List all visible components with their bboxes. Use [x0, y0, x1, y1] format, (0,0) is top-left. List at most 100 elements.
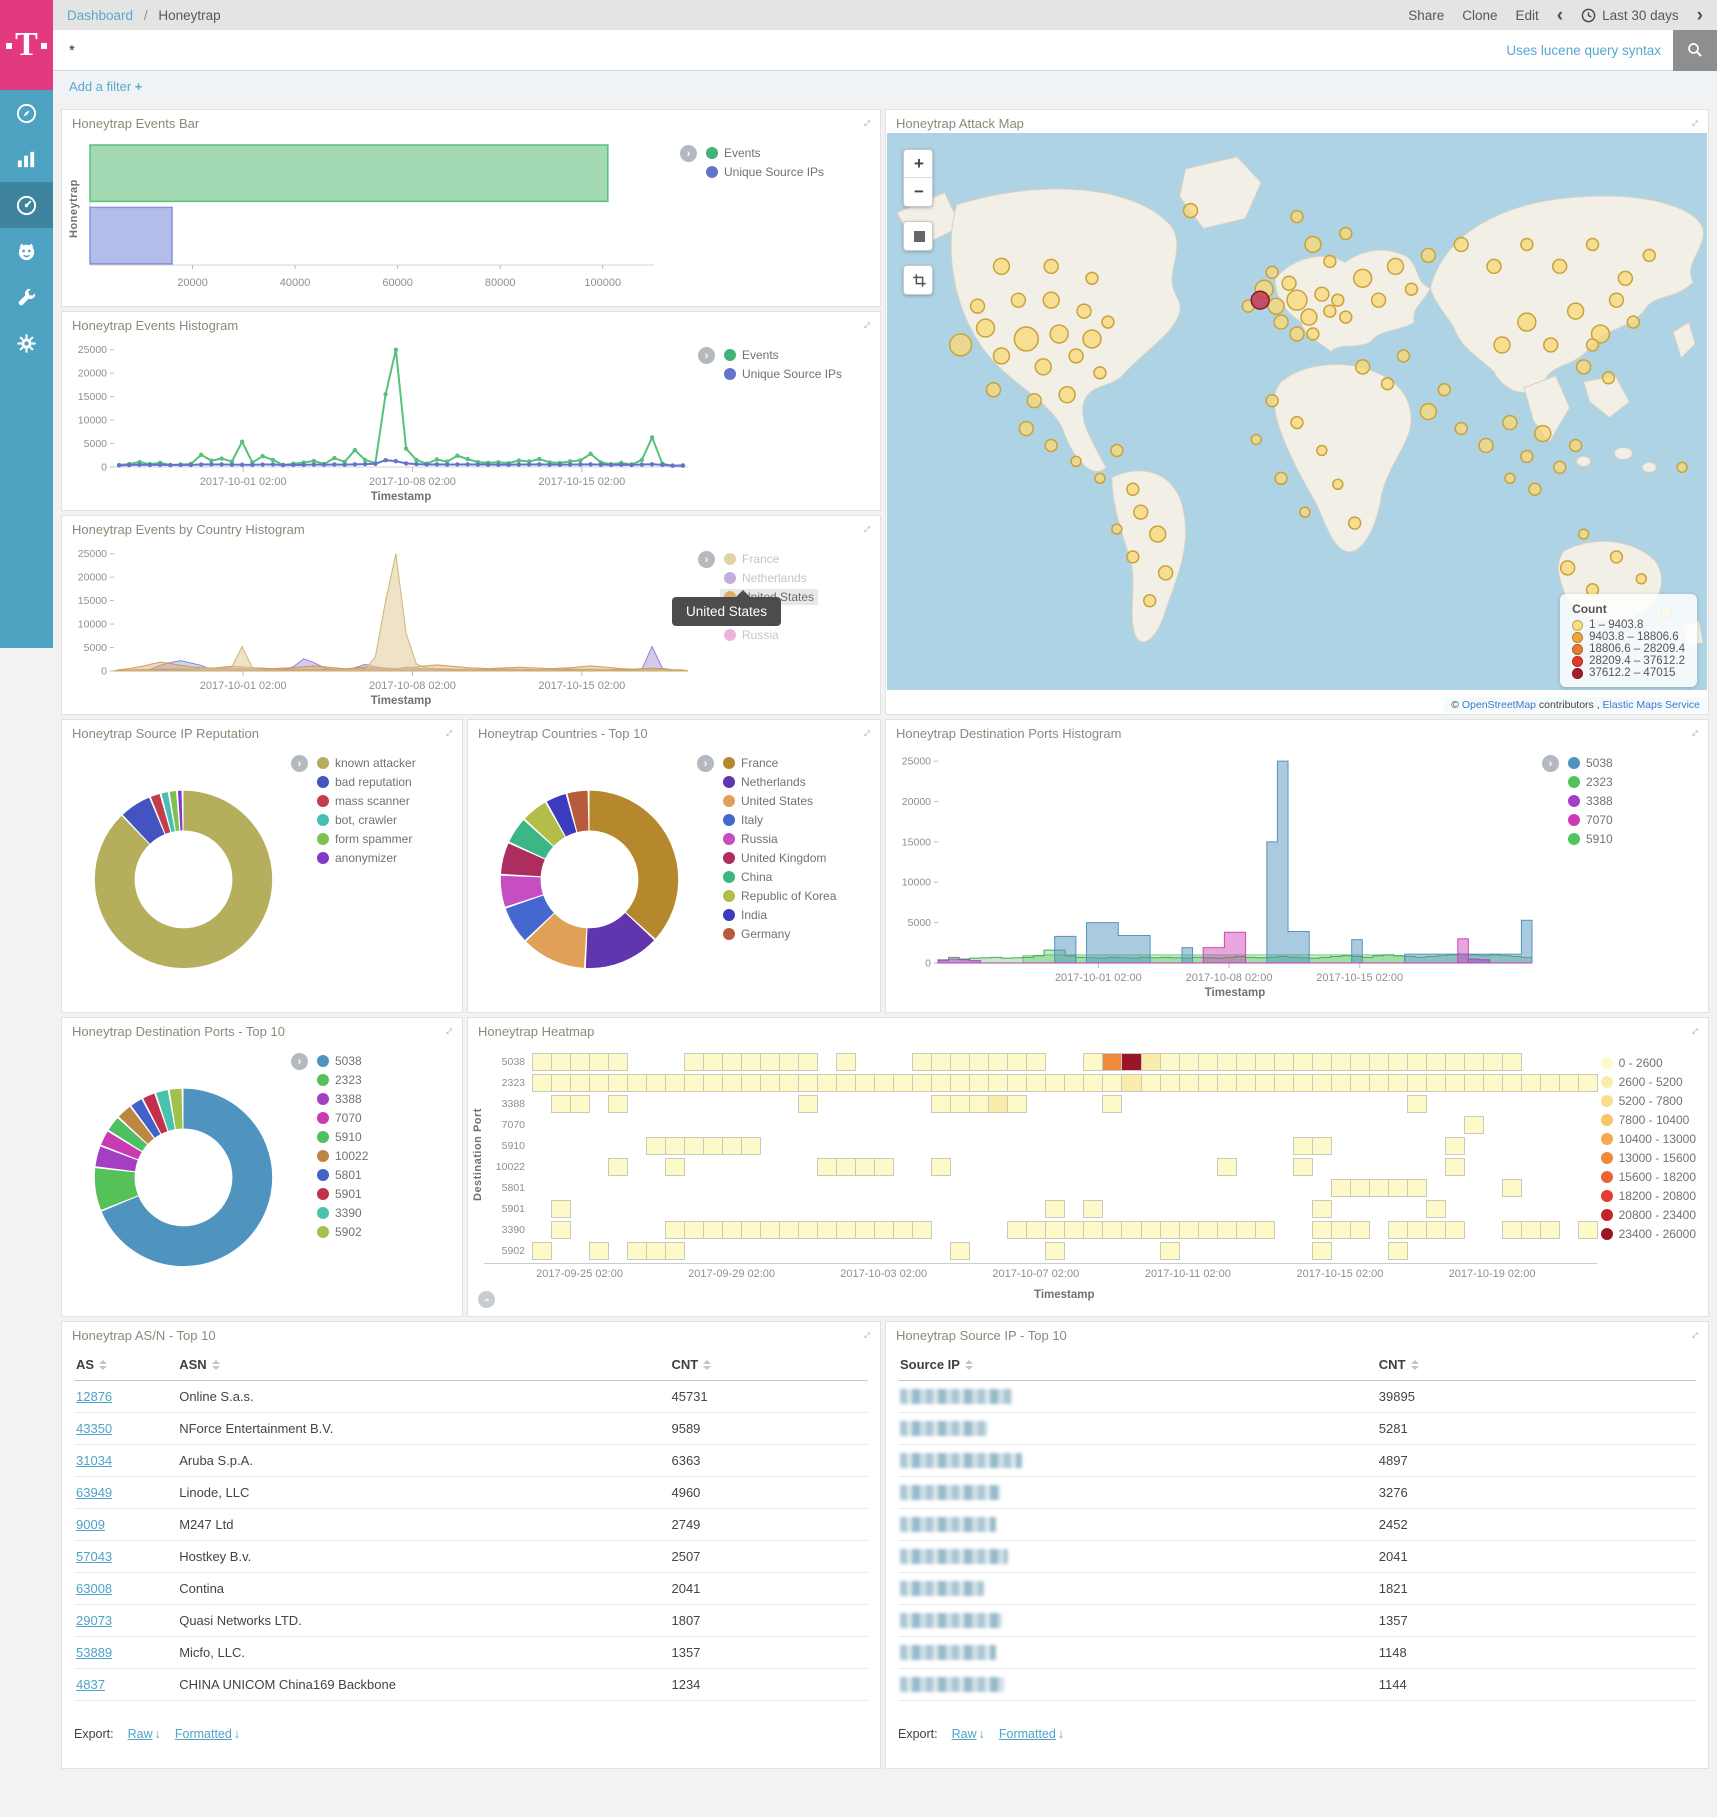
attack-circle[interactable] [1018, 420, 1035, 437]
sidebar-item-dashboard[interactable] [0, 182, 53, 228]
legend-item[interactable]: 5910 [313, 1129, 372, 1145]
legend-item[interactable]: United Kingdom [719, 850, 840, 866]
attack-circle[interactable] [1380, 377, 1395, 391]
attack-circle[interactable] [1453, 236, 1469, 253]
as-link[interactable]: 43350 [76, 1421, 113, 1436]
legend-toggle-icon[interactable]: › [291, 755, 308, 772]
attack-circle[interactable] [1551, 258, 1568, 275]
attack-circle[interactable] [1306, 327, 1320, 341]
zoom-in-button[interactable]: + [904, 150, 932, 178]
attack-circle[interactable] [1454, 421, 1468, 436]
attack-circle[interactable] [985, 382, 1002, 398]
legend-item[interactable]: mass scanner [313, 793, 420, 809]
tmobile-logo[interactable]: T [0, 0, 53, 90]
attack-circle[interactable] [1058, 386, 1076, 404]
attack-circle[interactable] [1528, 482, 1542, 496]
attack-circle[interactable] [1133, 504, 1149, 520]
export-raw-link[interactable]: Raw ↓ [951, 1727, 985, 1741]
column-header-CNT[interactable]: CNT [1376, 1349, 1696, 1381]
attack-circle[interactable] [975, 318, 996, 338]
attack-circle[interactable] [1250, 433, 1262, 446]
attack-circle[interactable] [1082, 329, 1102, 349]
legend-item[interactable]: Netherlands [720, 570, 818, 586]
donut-slice-France[interactable] [500, 790, 679, 969]
time-forward-icon[interactable]: › [1696, 4, 1703, 26]
legend-item[interactable]: 23400 - 26000 [1597, 1226, 1700, 1242]
legend-item[interactable]: 2323 [1564, 774, 1617, 790]
legend-toggle-icon[interactable]: › [698, 347, 715, 364]
sort-icon[interactable] [211, 1359, 220, 1370]
legend-item[interactable]: 5901 [313, 1186, 372, 1202]
attack-circle[interactable] [1585, 237, 1600, 252]
attack-circle[interactable] [1568, 438, 1583, 453]
attack-circle[interactable] [1043, 258, 1059, 275]
donut-slice-Netherlands[interactable] [492, 782, 686, 976]
edit-button[interactable]: Edit [1515, 7, 1539, 23]
legend-item[interactable]: 5902 [313, 1224, 372, 1240]
donut-slice-India[interactable] [496, 786, 683, 973]
clone-button[interactable]: Clone [1462, 7, 1498, 23]
fit-data-bounds-button[interactable] [904, 222, 932, 250]
legend-item[interactable]: France [720, 551, 818, 567]
collapse-icon[interactable]: › [478, 1291, 495, 1308]
sort-icon[interactable] [1410, 1359, 1419, 1370]
sort-icon[interactable] [99, 1359, 108, 1370]
legend-item[interactable]: form spammer [313, 831, 420, 847]
legend-item[interactable]: 20800 - 23400 [1597, 1207, 1700, 1223]
legend-item[interactable]: France [719, 755, 840, 771]
attack-circle[interactable] [1502, 414, 1518, 431]
attack-circle[interactable] [1300, 308, 1318, 326]
legend-toggle-icon[interactable]: › [697, 755, 714, 772]
legend-item[interactable]: 3388 [1564, 793, 1617, 809]
donut-slice-China[interactable] [498, 788, 681, 971]
attack-circle[interactable] [1386, 257, 1405, 276]
legend-item[interactable]: Germany [719, 926, 840, 942]
legend-item[interactable]: 13000 - 15600 [1597, 1150, 1700, 1166]
donut-slice-3390[interactable] [94, 1088, 273, 1267]
attack-circle[interactable] [1323, 304, 1337, 318]
attack-circle[interactable] [1157, 565, 1174, 581]
attack-circle[interactable] [1347, 516, 1362, 530]
legend-item[interactable]: 10022 [313, 1148, 372, 1164]
legend-item[interactable]: 3388 [313, 1091, 372, 1107]
attack-circle[interactable] [1419, 402, 1438, 421]
sort-icon[interactable] [964, 1359, 973, 1370]
legend-item[interactable]: 7070 [313, 1110, 372, 1126]
donut-slice-known attacker[interactable] [94, 790, 273, 969]
donut-slice-bot, crawler[interactable] [94, 790, 273, 969]
attack-circle[interactable] [1331, 293, 1345, 307]
attack-circle[interactable] [1543, 337, 1559, 353]
attack-circle[interactable] [1314, 286, 1330, 302]
sidebar-item-dev-tools[interactable] [0, 274, 53, 320]
attack-circle[interactable] [1085, 271, 1099, 286]
attack-circle[interactable] [1493, 336, 1511, 354]
legend-item[interactable]: 0 - 2600 [1597, 1055, 1700, 1071]
legend-item[interactable]: Russia [719, 831, 840, 847]
legend-toggle-icon[interactable]: › [680, 145, 697, 162]
sidebar-item-discover[interactable] [0, 90, 53, 136]
attack-circle[interactable] [1577, 528, 1590, 540]
legend-item[interactable]: anonymizer [313, 850, 420, 866]
attack-circle[interactable] [1281, 275, 1297, 291]
attack-circle[interactable] [948, 333, 973, 357]
attack-circle[interactable] [1396, 349, 1411, 363]
attack-circle[interactable] [1590, 324, 1611, 344]
attack-circle[interactable] [1042, 291, 1060, 309]
attack-circle[interactable] [1552, 460, 1567, 475]
attack-circle[interactable] [1478, 437, 1494, 454]
as-link[interactable]: 53889 [76, 1645, 113, 1660]
attack-circle[interactable] [1404, 282, 1419, 296]
as-link[interactable]: 57043 [76, 1549, 113, 1564]
attack-circle[interactable] [1299, 506, 1311, 518]
donut-slice-mass scanner[interactable] [94, 790, 273, 969]
attack-circle[interactable] [1265, 265, 1279, 280]
column-header-ASN[interactable]: ASN [177, 1349, 670, 1381]
attack-circle[interactable] [1126, 550, 1140, 564]
as-link[interactable]: 31034 [76, 1453, 113, 1468]
attack-circles[interactable] [948, 202, 1688, 619]
attack-circle[interactable] [1148, 525, 1167, 543]
legend-item[interactable]: 18200 - 20800 [1597, 1188, 1700, 1204]
legend-item[interactable]: bad reputation [313, 774, 420, 790]
attack-circle[interactable] [1290, 209, 1304, 224]
attack-circle[interactable] [1068, 348, 1084, 364]
